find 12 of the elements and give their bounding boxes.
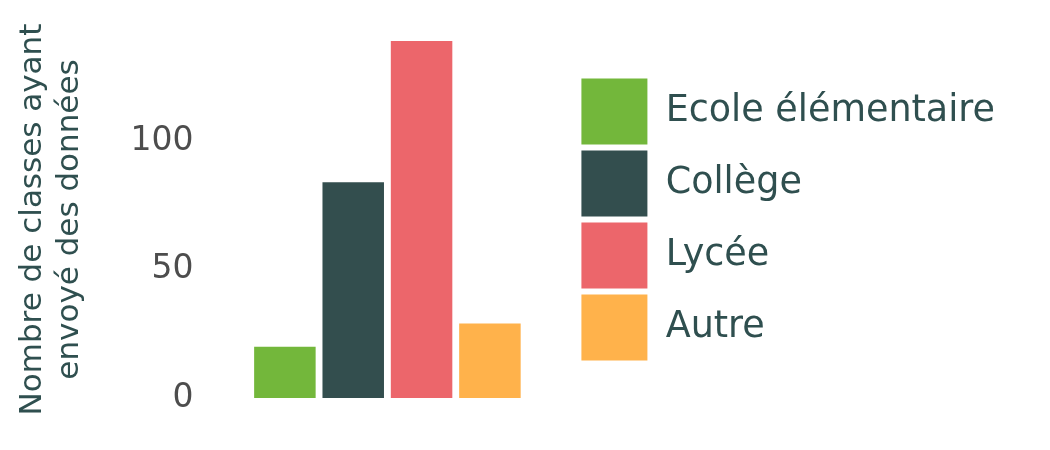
bar bbox=[254, 346, 316, 398]
legend-label: Collège bbox=[665, 158, 802, 202]
legend-label: Autre bbox=[665, 302, 765, 346]
y-tick-label: 50 bbox=[151, 247, 194, 287]
y-tick-label: 100 bbox=[130, 118, 194, 158]
legend-label: Ecole élémentaire bbox=[665, 86, 996, 130]
y-axis-title: Nombre de classes ayant envoyé des données bbox=[11, 23, 85, 416]
legend-label: Lycée bbox=[665, 230, 770, 274]
bar bbox=[459, 323, 521, 398]
y-tick-label: 0 bbox=[172, 375, 194, 415]
bar bbox=[390, 41, 453, 398]
bar bbox=[322, 182, 384, 398]
